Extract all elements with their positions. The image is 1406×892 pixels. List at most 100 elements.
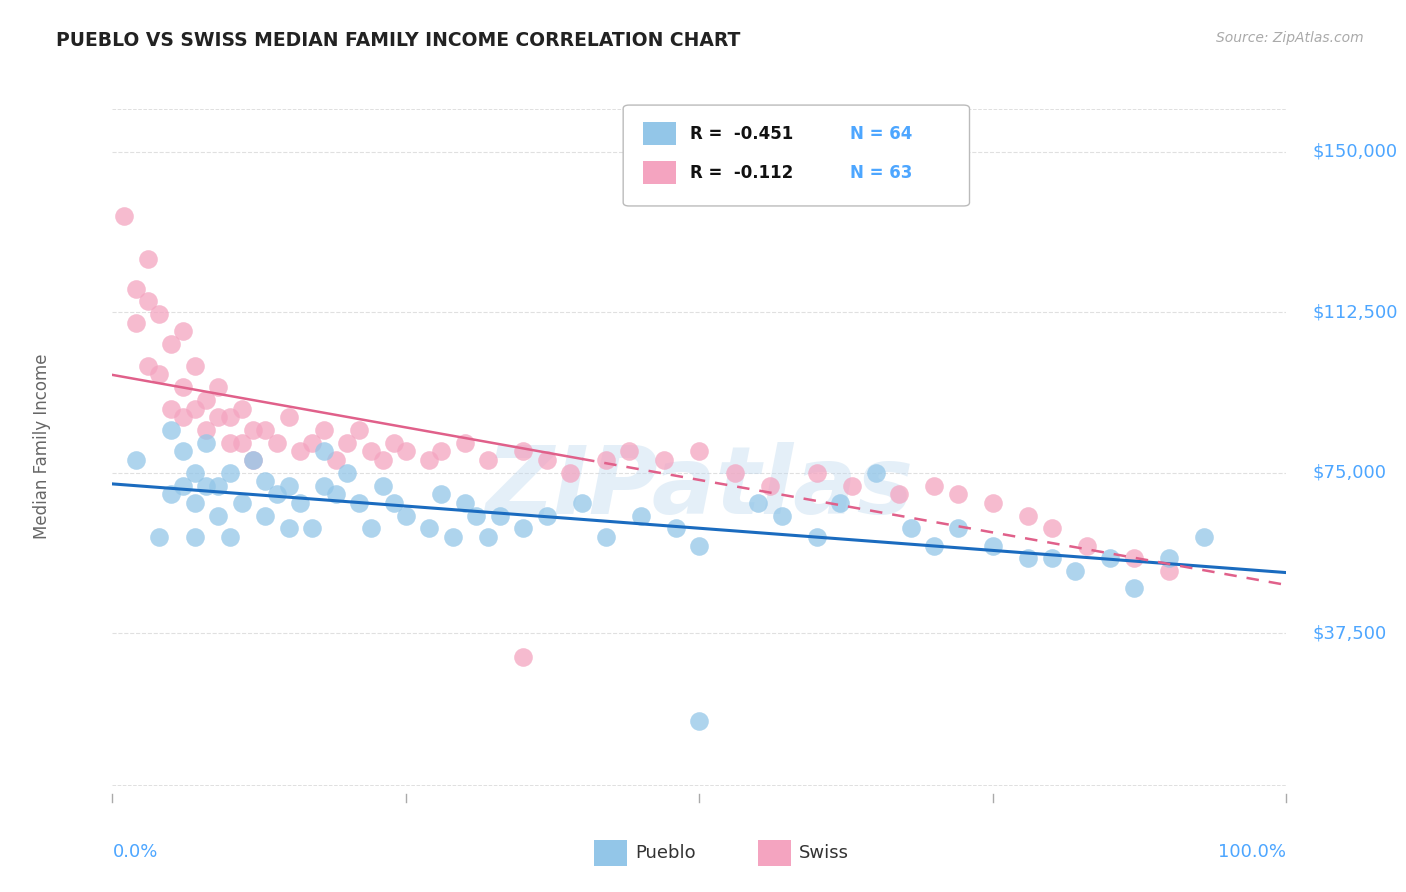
Point — [125, 453, 148, 467]
Point — [301, 521, 323, 535]
Point — [1040, 551, 1063, 566]
Point — [512, 444, 534, 458]
Point — [724, 466, 747, 480]
Point — [125, 316, 148, 330]
Point — [630, 508, 652, 523]
Bar — [643, 161, 676, 184]
Point — [1122, 582, 1144, 596]
Point — [1040, 521, 1063, 535]
Point — [512, 521, 534, 535]
Point — [688, 444, 710, 458]
Point — [148, 368, 170, 382]
Point — [183, 496, 205, 510]
Bar — [758, 840, 792, 865]
Point — [112, 209, 135, 223]
Point — [430, 487, 453, 501]
Point — [312, 423, 335, 437]
Point — [195, 435, 218, 450]
Point — [277, 410, 299, 425]
Point — [571, 496, 593, 510]
Text: $75,000: $75,000 — [1312, 464, 1386, 482]
Text: ZIPatlas: ZIPatlas — [485, 442, 914, 533]
Bar — [643, 122, 676, 145]
Point — [231, 435, 253, 450]
Text: PUEBLO VS SWISS MEDIAN FAMILY INCOME CORRELATION CHART: PUEBLO VS SWISS MEDIAN FAMILY INCOME COR… — [56, 31, 741, 50]
Point — [231, 401, 253, 416]
Point — [172, 410, 194, 425]
Point — [336, 435, 359, 450]
Point — [841, 478, 863, 492]
Point — [242, 453, 264, 467]
Point — [195, 478, 218, 492]
Point — [172, 325, 194, 339]
Text: R =  -0.451: R = -0.451 — [690, 125, 793, 143]
Text: Pueblo: Pueblo — [636, 844, 696, 862]
Point — [254, 508, 277, 523]
Point — [254, 423, 277, 437]
Point — [830, 496, 852, 510]
Point — [183, 401, 205, 416]
Point — [1159, 551, 1181, 566]
Point — [922, 478, 945, 492]
Point — [382, 496, 405, 510]
Point — [430, 444, 453, 458]
Text: 100.0%: 100.0% — [1219, 843, 1286, 861]
Point — [207, 410, 229, 425]
Point — [218, 435, 242, 450]
Point — [183, 530, 205, 544]
Point — [242, 453, 264, 467]
Point — [136, 359, 159, 373]
Point — [195, 423, 218, 437]
Point — [160, 401, 183, 416]
Point — [1064, 564, 1087, 578]
Point — [688, 714, 710, 728]
Point — [218, 410, 242, 425]
Point — [148, 307, 170, 321]
Text: 0.0%: 0.0% — [112, 843, 157, 861]
Point — [148, 530, 170, 544]
Text: $150,000: $150,000 — [1312, 143, 1398, 161]
Point — [887, 487, 910, 501]
Point — [806, 530, 828, 544]
Point — [617, 444, 640, 458]
Point — [536, 453, 558, 467]
Point — [477, 453, 499, 467]
Point — [277, 478, 299, 492]
Point — [665, 521, 688, 535]
Point — [254, 475, 277, 489]
Point — [652, 453, 675, 467]
Point — [160, 337, 183, 351]
Text: Source: ZipAtlas.com: Source: ZipAtlas.com — [1216, 31, 1364, 45]
Point — [336, 466, 359, 480]
FancyBboxPatch shape — [623, 105, 970, 206]
Point — [900, 521, 922, 535]
Point — [277, 521, 299, 535]
Point — [688, 539, 710, 553]
Point — [946, 521, 969, 535]
Point — [136, 252, 159, 266]
Point — [312, 478, 335, 492]
Text: $37,500: $37,500 — [1312, 624, 1386, 642]
Point — [266, 487, 288, 501]
Point — [981, 496, 1004, 510]
Point — [183, 359, 205, 373]
Point — [1122, 551, 1144, 566]
Point — [218, 466, 242, 480]
Point — [922, 539, 945, 553]
Point — [512, 649, 534, 664]
Point — [1017, 508, 1039, 523]
Point — [371, 478, 394, 492]
Point — [865, 466, 887, 480]
Point — [465, 508, 488, 523]
Point — [312, 444, 335, 458]
Point — [347, 496, 370, 510]
Point — [160, 487, 183, 501]
Point — [453, 435, 475, 450]
Point — [418, 453, 440, 467]
Point — [981, 539, 1004, 553]
Point — [207, 508, 229, 523]
Point — [395, 444, 418, 458]
Point — [759, 478, 782, 492]
Point — [360, 444, 382, 458]
Point — [290, 444, 312, 458]
